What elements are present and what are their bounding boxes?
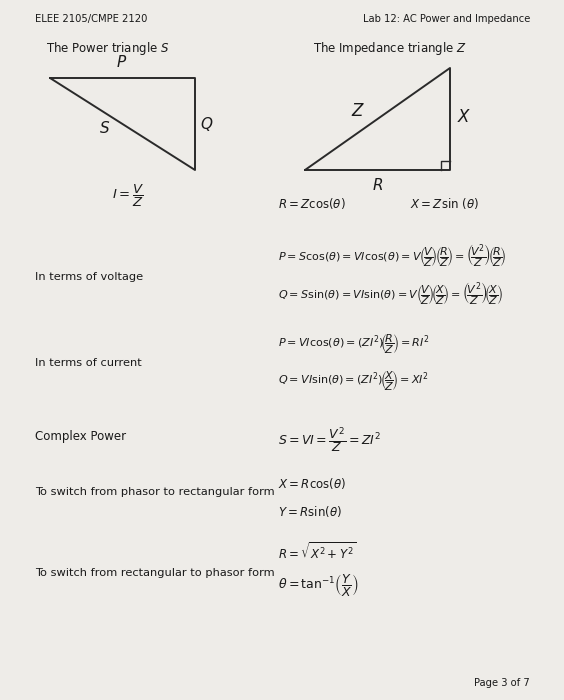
Text: $X = Z \sin\,(\theta)$: $X = Z \sin\,(\theta)$ bbox=[410, 196, 479, 211]
Text: $Q = VI\sin(\theta) = (ZI^2)\!\left(\!\dfrac{X}{Z}\!\right) = XI^2$: $Q = VI\sin(\theta) = (ZI^2)\!\left(\!\d… bbox=[278, 370, 429, 393]
Text: $X$: $X$ bbox=[457, 109, 472, 127]
Text: $Q$: $Q$ bbox=[200, 115, 213, 133]
Text: $\theta = \tan^{-1}\!\left(\dfrac{Y}{X}\right)$: $\theta = \tan^{-1}\!\left(\dfrac{Y}{X}\… bbox=[278, 572, 359, 598]
Text: Complex Power: Complex Power bbox=[35, 430, 126, 443]
Text: ELEE 2105/CMPE 2120: ELEE 2105/CMPE 2120 bbox=[35, 14, 147, 24]
Text: To switch from rectangular to phasor form: To switch from rectangular to phasor for… bbox=[35, 568, 275, 578]
Text: Page 3 of 7: Page 3 of 7 bbox=[474, 678, 530, 688]
Text: The Power triangle $S$: The Power triangle $S$ bbox=[46, 40, 170, 57]
Text: $R$: $R$ bbox=[372, 177, 384, 193]
Text: $Q = S\sin(\theta) = VI\sin(\theta) = V\left(\!\dfrac{V}{Z}\!\right)\!\left(\!\d: $Q = S\sin(\theta) = VI\sin(\theta) = V\… bbox=[278, 281, 503, 308]
Text: $I = \dfrac{V}{Z}$: $I = \dfrac{V}{Z}$ bbox=[112, 183, 144, 209]
Text: Lab 12: AC Power and Impedance: Lab 12: AC Power and Impedance bbox=[363, 14, 530, 24]
Text: In terms of voltage: In terms of voltage bbox=[35, 272, 143, 282]
Text: $R = \sqrt{X^2 + Y^2}$: $R = \sqrt{X^2 + Y^2}$ bbox=[278, 542, 356, 564]
Text: The Impedance triangle $Z$: The Impedance triangle $Z$ bbox=[313, 40, 467, 57]
Text: $P = S\cos(\theta) = VI\cos(\theta) = V\left(\!\dfrac{V}{Z}\!\right)\!\left(\!\d: $P = S\cos(\theta) = VI\cos(\theta) = V\… bbox=[278, 243, 506, 270]
Text: $S$: $S$ bbox=[99, 120, 111, 136]
Text: $P = VI\cos(\theta) = (ZI^2)\!\left(\!\dfrac{R}{Z}\!\right) = RI^2$: $P = VI\cos(\theta) = (ZI^2)\!\left(\!\d… bbox=[278, 333, 430, 356]
Text: $X = R\cos(\theta)$: $X = R\cos(\theta)$ bbox=[278, 476, 346, 491]
Text: $P$: $P$ bbox=[116, 54, 127, 70]
Text: $Z$: $Z$ bbox=[351, 104, 365, 120]
Text: $S = VI = \dfrac{V^2}{Z} = ZI^2$: $S = VI = \dfrac{V^2}{Z} = ZI^2$ bbox=[278, 425, 381, 454]
Text: $R = Z\cos(\theta)$: $R = Z\cos(\theta)$ bbox=[278, 196, 346, 211]
Text: $Y = R\sin(\theta)$: $Y = R\sin(\theta)$ bbox=[278, 504, 342, 519]
Text: In terms of current: In terms of current bbox=[35, 358, 142, 368]
Text: To switch from phasor to rectangular form: To switch from phasor to rectangular for… bbox=[35, 487, 275, 497]
